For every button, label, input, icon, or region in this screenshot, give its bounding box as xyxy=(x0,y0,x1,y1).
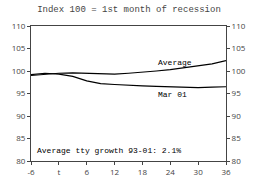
svg-text:30: 30 xyxy=(194,166,204,177)
svg-text:100: 100 xyxy=(12,65,26,76)
svg-text:100: 100 xyxy=(232,65,246,76)
svg-text:Average tty growth 93-01: 2.1%: Average tty growth 93-01: 2.1% xyxy=(37,146,181,155)
svg-text:90: 90 xyxy=(232,110,242,121)
svg-text:105: 105 xyxy=(232,42,246,53)
svg-text:110: 110 xyxy=(232,20,246,31)
svg-text:80: 80 xyxy=(16,155,26,166)
svg-text:t: t xyxy=(57,166,60,177)
svg-text:6: 6 xyxy=(84,166,89,177)
svg-text:110: 110 xyxy=(12,20,26,31)
svg-text:105: 105 xyxy=(12,42,26,53)
svg-text:24: 24 xyxy=(166,166,176,177)
svg-text:85: 85 xyxy=(16,132,26,143)
svg-text:18: 18 xyxy=(138,166,148,177)
svg-text:Mar 01: Mar 01 xyxy=(158,90,187,99)
svg-text:85: 85 xyxy=(232,132,242,143)
svg-text:95: 95 xyxy=(232,87,242,98)
svg-text:Average: Average xyxy=(158,58,192,67)
svg-text:95: 95 xyxy=(16,87,26,98)
svg-text:80: 80 xyxy=(232,155,242,166)
svg-text:-6: -6 xyxy=(27,166,35,177)
svg-text:90: 90 xyxy=(16,110,26,121)
svg-text:12: 12 xyxy=(110,166,120,177)
svg-text:Index 100 = 1st month of reces: Index 100 = 1st month of recession xyxy=(37,5,221,15)
svg-text:36: 36 xyxy=(221,166,231,177)
